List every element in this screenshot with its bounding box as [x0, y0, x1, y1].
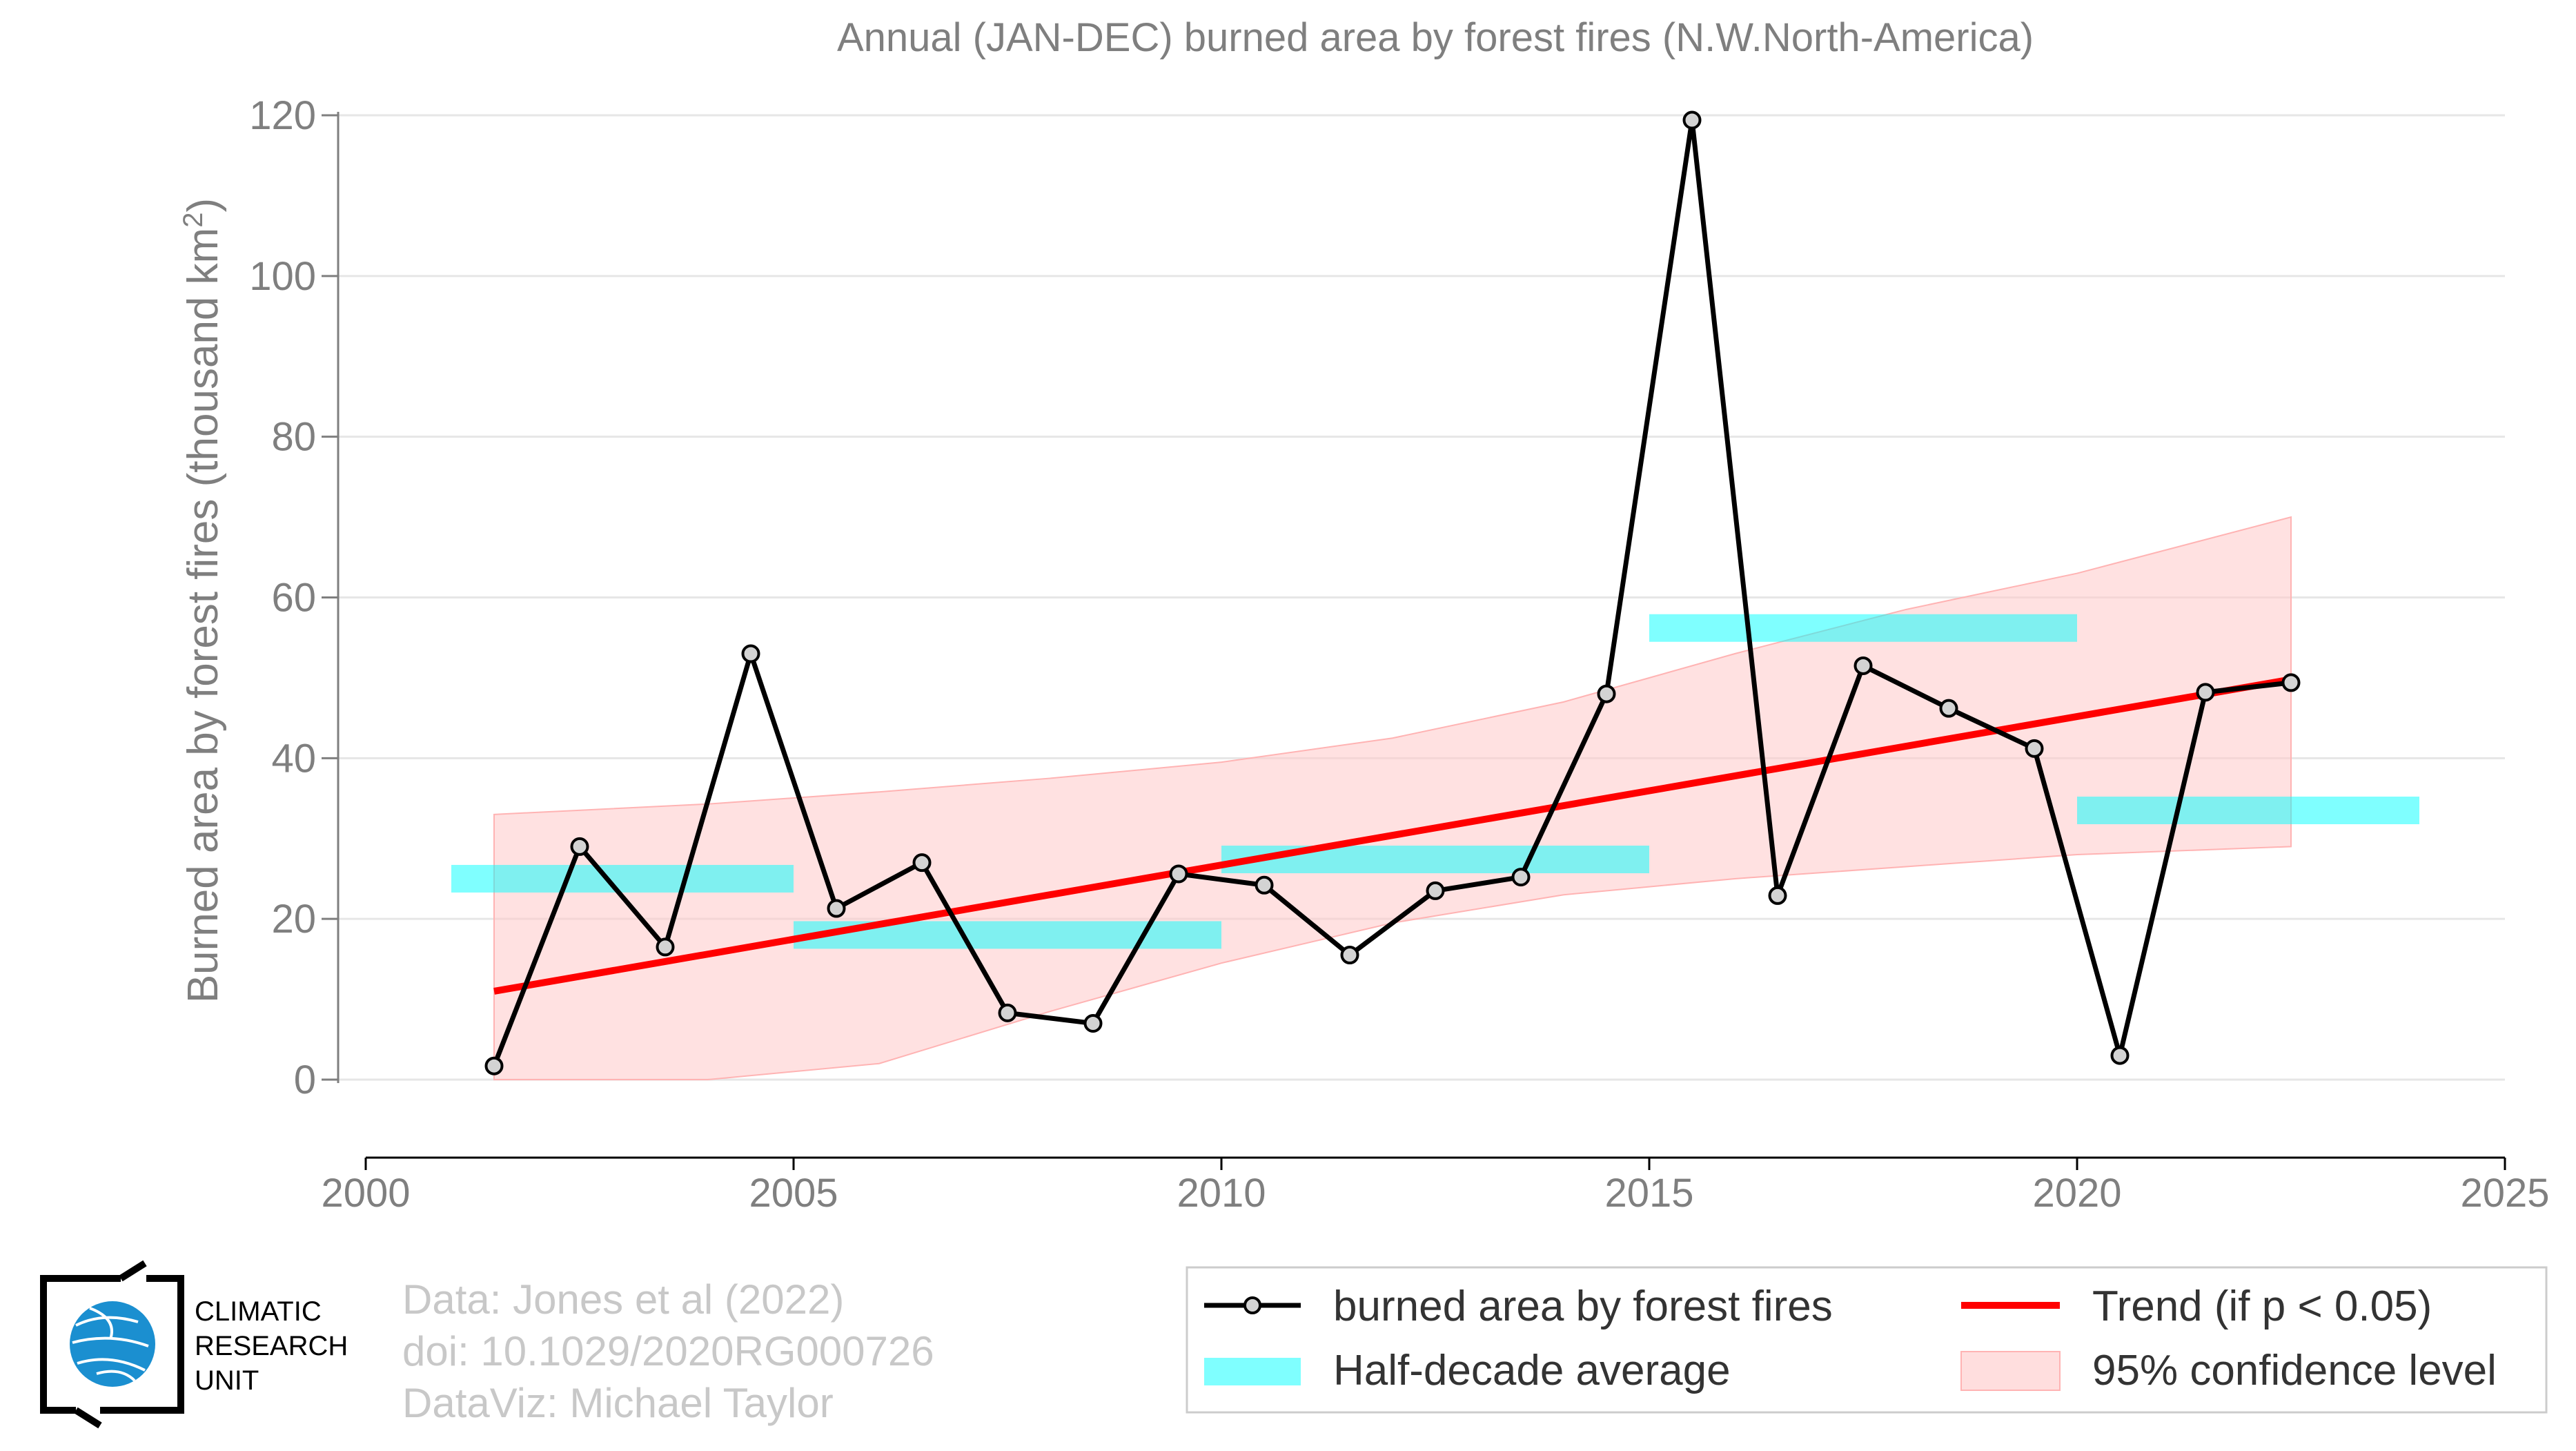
data-point-16: [1854, 656, 1873, 675]
half-decade-bar-3: [1649, 614, 2077, 642]
data-point-13: [1597, 684, 1616, 703]
data-point-14: [1682, 110, 1702, 130]
data-point-10: [1340, 946, 1359, 965]
x-tick-label-2010: 2010: [1177, 1171, 1266, 1216]
y-tick-label-100: 100: [249, 254, 316, 299]
series-line: [491, 117, 2292, 1067]
data-point-11: [1426, 881, 1445, 900]
data-point-17: [1939, 699, 1958, 718]
data-point-2: [656, 937, 675, 957]
legend-label-series: burned area by forest fires: [1333, 1283, 1833, 1330]
y-tick-label-120: 120: [249, 93, 316, 138]
x-tick-label-2025: 2025: [2460, 1171, 2549, 1216]
half-decade-bar-4: [2077, 797, 2419, 825]
data-point-1: [570, 837, 589, 856]
legend-swatch-half-decade: [1204, 1358, 1301, 1385]
data-point-3: [741, 644, 760, 663]
data-point-18: [2025, 739, 2044, 758]
legend: burned area by forest fires Trend (if p …: [1186, 1266, 2548, 1414]
axes: [322, 112, 2506, 1170]
y-tick-label-80: 80: [271, 415, 316, 460]
logo-line-3: UNIT: [195, 1365, 259, 1396]
x-tick-label-2005: 2005: [749, 1171, 838, 1216]
data-point-8: [1169, 864, 1188, 884]
y-axis-label: Burned area by forest fires (thousand km…: [178, 198, 227, 1003]
credit-data: Data: Jones et al (2022): [402, 1276, 844, 1323]
data-point-6: [998, 1003, 1017, 1022]
chart-title: Annual (JAN-DEC) burned area by forest f…: [837, 15, 2034, 60]
legend-frame: [1186, 1266, 2548, 1414]
x-tick-labels: 2000 2005 2010 2015 2020 2025: [321, 1171, 2549, 1216]
logo-frame: [40, 1260, 184, 1429]
legend-swatch-series-marker: [1243, 1296, 1261, 1314]
legend-label-trend: Trend (if p < 0.05): [2092, 1283, 2432, 1330]
credit-doi: doi: 10.1029/2020RG000726: [402, 1328, 934, 1374]
legend-label-confidence: 95% confidence level: [2092, 1347, 2497, 1394]
y-axis-label-text: Burned area by forest fires (thousand km: [179, 228, 227, 1003]
y-axis-label-close: ): [179, 198, 227, 213]
data-point-7: [1083, 1014, 1103, 1033]
half-decade-bar-2: [1221, 846, 1649, 874]
y-tick-label-0: 0: [294, 1058, 316, 1102]
x-tick-label-2015: 2015: [1604, 1171, 1693, 1216]
data-point-20: [2196, 683, 2215, 702]
confidence-band-area: [493, 516, 2292, 1080]
y-tick-labels: 0 20 40 60 80 100 120: [249, 93, 316, 1102]
trend-line-group: [493, 676, 2292, 995]
logo-line-2: RESEARCH: [195, 1331, 348, 1361]
y-tick-label-20: 20: [271, 897, 316, 942]
data-point-5: [912, 853, 932, 873]
x-tick-label-2000: 2000: [321, 1171, 410, 1216]
legend-label-half-decade: Half-decade average: [1333, 1347, 1731, 1394]
trend-line: [493, 676, 2292, 995]
logo-line-1: CLIMATIC: [195, 1296, 322, 1327]
half-decade-bar-0: [451, 864, 794, 893]
credit-dataviz: DataViz: Michael Taylor: [402, 1380, 834, 1426]
confidence-band: [493, 516, 2292, 1080]
legend-swatch-confidence: [1960, 1351, 2061, 1391]
y-tick-label-60: 60: [271, 576, 316, 621]
data-point-9: [1255, 875, 1274, 895]
data-point-0: [484, 1056, 504, 1075]
data-point-21: [2281, 673, 2301, 692]
data-point-15: [1768, 886, 1787, 905]
globe-contours: [72, 1307, 149, 1382]
y-tick-label-40: 40: [271, 736, 316, 781]
x-tick-label-2020: 2020: [2032, 1171, 2121, 1216]
cru-logo: CLIMATIC RESEARCH UNIT: [40, 1260, 348, 1429]
data-point-12: [1511, 868, 1531, 887]
data-point-4: [827, 899, 846, 918]
y-axis-label-superscript: 2: [178, 212, 208, 227]
data-point-19: [2110, 1046, 2130, 1065]
burned-area-series: [484, 110, 2301, 1075]
